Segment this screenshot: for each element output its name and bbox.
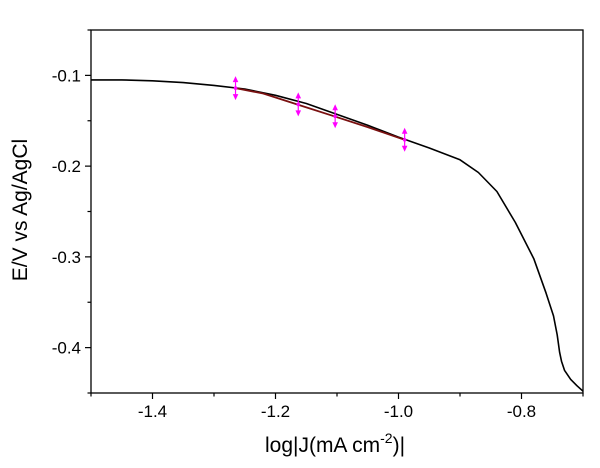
x-tick-label: -1.0	[384, 402, 413, 421]
y-tick-label: -0.3	[52, 248, 81, 267]
y-axis-title: E/V vs Ag/AgCl	[9, 139, 32, 281]
axes: -1.4 -1.2 -1.0 -0.8 -0.1 -0.2 -0.3 -0.4	[52, 29, 584, 421]
x-tick-label: -1.2	[261, 402, 290, 421]
x-tick-label: -1.4	[138, 402, 167, 421]
data-marker-3	[332, 104, 338, 129]
data-marker-2	[295, 92, 302, 117]
y-tick-label: -0.1	[52, 66, 81, 85]
plot-area	[91, 76, 583, 392]
data-marker-1	[232, 76, 239, 101]
x-axis-title-tail: )|	[393, 434, 405, 457]
x-axis-title: log|J(mA cm-2)|	[265, 430, 405, 457]
series-line-1	[91, 79, 583, 392]
plot-clip-group	[91, 76, 583, 392]
x-axis-title-superscript: -2	[380, 430, 393, 446]
x-axis-title-main: log|J(mA cm	[265, 434, 380, 457]
series-line-2	[235, 87, 405, 141]
y-tick-label: -0.4	[52, 339, 81, 358]
x-tick-label: -0.8	[507, 402, 536, 421]
y-tick-label: -0.2	[52, 157, 81, 176]
data-marker-4	[401, 127, 408, 152]
